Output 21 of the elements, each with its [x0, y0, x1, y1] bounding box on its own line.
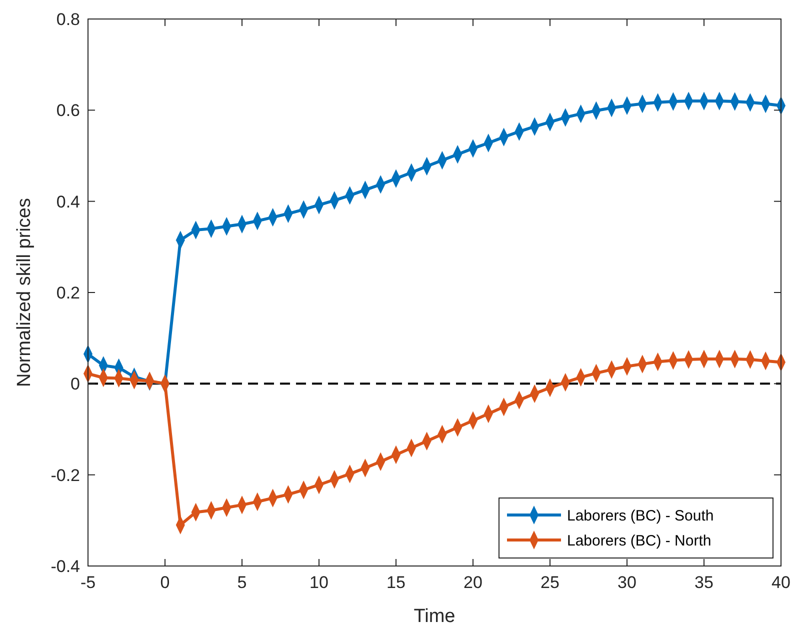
y-tick-label: -0.4 [50, 556, 80, 576]
x-tick-label: 20 [464, 573, 482, 592]
y-axis-title: Normalized skill prices [14, 198, 35, 387]
y-tick-label: 0.2 [56, 283, 80, 302]
x-tick-label: -5 [80, 573, 96, 592]
y-tick-label: 0 [70, 374, 80, 394]
x-tick-label: 10 [310, 573, 328, 592]
x-tick-label: 30 [618, 573, 636, 592]
x-tick-label: 35 [694, 573, 714, 592]
y-tick-label: 0.6 [56, 101, 80, 120]
x-tick-label: 0 [160, 573, 170, 592]
x-tick-label: 25 [540, 573, 560, 592]
legend-label: Laborers (BC) - North [567, 532, 712, 550]
x-tick-label: 15 [386, 573, 406, 592]
y-tick-label: 0.4 [56, 192, 80, 212]
x-axis-title: Time [414, 606, 456, 627]
x-tick-label: 40 [772, 573, 790, 592]
y-tick-label: 0.8 [56, 10, 80, 29]
legend-label: Laborers (BC) - South [567, 507, 714, 524]
x-tick-label: 5 [237, 573, 247, 592]
y-tick-label: -0.2 [50, 466, 80, 485]
